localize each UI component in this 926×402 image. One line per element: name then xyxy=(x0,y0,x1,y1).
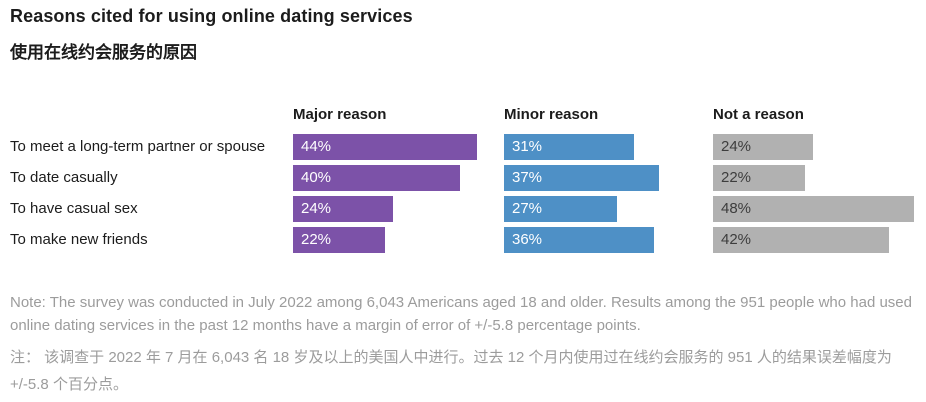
bar-not-a-reason: 24% xyxy=(713,134,813,160)
bar-major-reason: 22% xyxy=(293,227,385,253)
series-header-not-a-reason: Not a reason xyxy=(713,106,804,123)
bar-minor-reason: 37% xyxy=(504,165,659,191)
category-label: To make new friends xyxy=(10,231,148,248)
bar-value-label: 42% xyxy=(721,231,752,248)
bar-value-label: 31% xyxy=(512,138,543,155)
bar-minor-reason: 31% xyxy=(504,134,634,160)
bar-not-a-reason: 22% xyxy=(713,165,805,191)
bar-not-a-reason: 42% xyxy=(713,227,889,253)
bar-major-reason: 24% xyxy=(293,196,393,222)
table-row: To date casually 40% 37% 22% xyxy=(0,165,926,196)
table-row: To have casual sex 24% 27% 48% xyxy=(0,196,926,227)
bar-major-reason: 44% xyxy=(293,134,477,160)
bar-value-label: 24% xyxy=(721,138,752,155)
bar-major-reason: 40% xyxy=(293,165,460,191)
bar-minor-reason: 36% xyxy=(504,227,654,253)
bar-value-label: 44% xyxy=(301,138,332,155)
footnote-english: Note: The survey was conducted in July 2… xyxy=(10,294,912,334)
bar-chart-rows: To meet a long-term partner or spouse 44%… xyxy=(0,134,926,258)
bar-value-label: 40% xyxy=(301,169,332,186)
footnote-chinese: 注： 该调查于 2022 年 7 月在 6,043 名 18 岁及以上的美国人中… xyxy=(10,349,892,393)
bar-value-label: 37% xyxy=(512,169,543,186)
page-title-chinese: 使用在线约会服务的原因 xyxy=(10,43,197,62)
table-row: To meet a long-term partner or spouse 44%… xyxy=(0,134,926,165)
bar-value-label: 24% xyxy=(301,200,332,217)
bar-value-label: 27% xyxy=(512,200,543,217)
table-row: To make new friends 22% 36% 42% xyxy=(0,227,926,258)
bar-value-label: 48% xyxy=(721,200,752,217)
bar-value-label: 22% xyxy=(721,169,752,186)
bar-minor-reason: 27% xyxy=(504,196,617,222)
bar-value-label: 36% xyxy=(512,231,543,248)
series-header-major-reason: Major reason xyxy=(293,106,387,123)
bar-value-label: 22% xyxy=(301,231,332,248)
category-label: To have casual sex xyxy=(10,200,138,217)
category-label: To meet a long-term partner or spouse xyxy=(10,138,266,155)
page-title: Reasons cited for using online dating se… xyxy=(10,6,413,26)
series-header-minor-reason: Minor reason xyxy=(504,106,599,123)
bar-not-a-reason: 48% xyxy=(713,196,914,222)
category-label: To date casually xyxy=(10,169,118,186)
